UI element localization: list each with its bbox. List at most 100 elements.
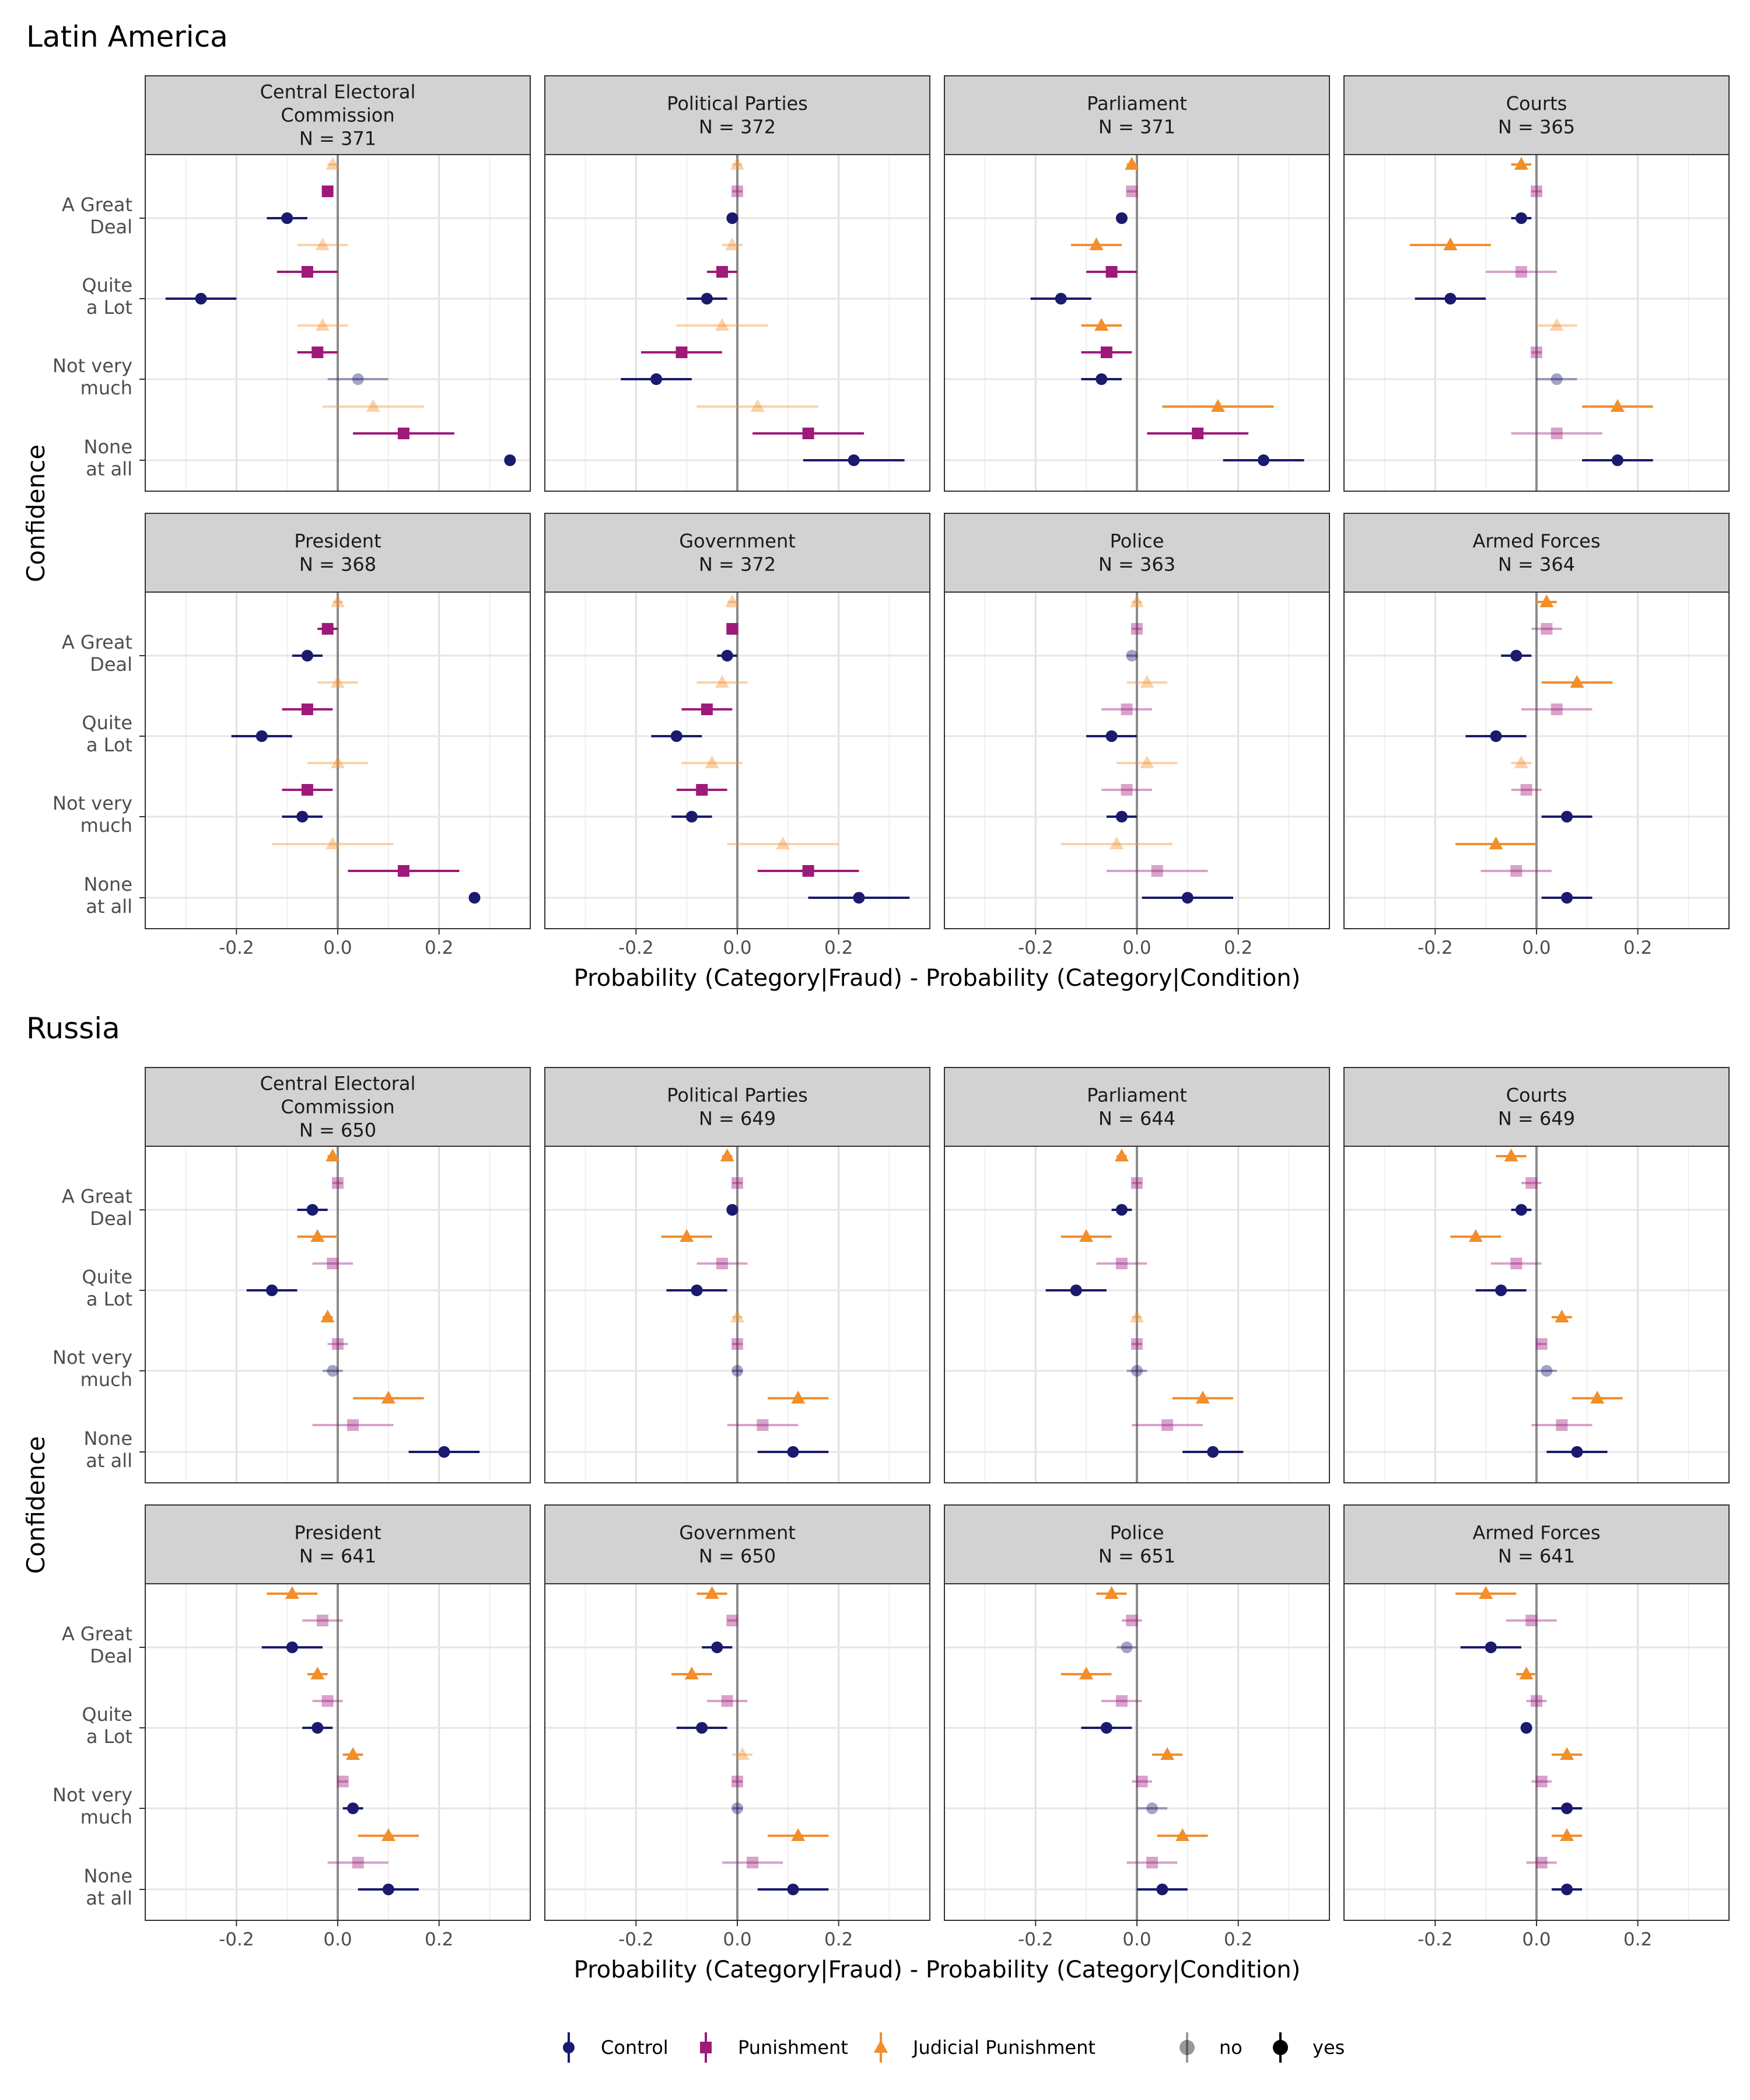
- data-point: [312, 346, 324, 358]
- data-point: [1125, 157, 1139, 170]
- panel-strip: [544, 513, 930, 593]
- data-point: [1485, 1642, 1497, 1653]
- x-tick-label: 0.0: [1122, 937, 1151, 958]
- data-point: [310, 1667, 325, 1679]
- data-point: [296, 811, 309, 822]
- x-tick-label: 0.2: [1623, 937, 1652, 958]
- data-point: [1156, 1884, 1168, 1895]
- panel-border: [145, 1146, 531, 1483]
- data-point: [802, 428, 814, 439]
- data-point: [1561, 1803, 1573, 1814]
- x-tick-label: 0.2: [1623, 1929, 1652, 1950]
- data-point: [1110, 836, 1124, 849]
- panel-title-line: Parliament: [1087, 93, 1187, 115]
- panel-title-line: Courts: [1506, 93, 1567, 115]
- data-point: [301, 266, 313, 278]
- x-tick-label: 0.0: [723, 937, 751, 958]
- y-tick-label: Quite: [82, 274, 132, 296]
- data-point: [732, 186, 743, 197]
- data-point: [721, 1695, 733, 1707]
- data-point: [256, 730, 268, 742]
- data-point: [650, 373, 663, 385]
- data-point: [1525, 1177, 1538, 1189]
- data-point: [1115, 1695, 1128, 1707]
- data-point: [1131, 1177, 1143, 1189]
- data-point: [281, 212, 293, 224]
- panel-title-line: N = 364: [1498, 554, 1575, 576]
- panel-title-line: Commission: [281, 1096, 394, 1118]
- data-point: [1161, 1419, 1174, 1431]
- y-tick-label: Not very: [52, 1784, 132, 1806]
- y-tick-label: Deal: [90, 216, 132, 238]
- data-point: [1146, 1803, 1158, 1814]
- x-tick-label: 0.2: [1224, 937, 1252, 958]
- y-tick-label: Deal: [90, 653, 132, 676]
- data-point: [266, 1284, 278, 1296]
- data-point: [1531, 1695, 1542, 1707]
- data-point: [310, 1229, 325, 1242]
- data-point: [1131, 1338, 1143, 1350]
- data-point: [382, 1884, 394, 1895]
- data-point: [312, 1722, 324, 1734]
- x-tick-label: -0.2: [219, 937, 254, 958]
- data-point: [1131, 1365, 1143, 1377]
- data-point: [696, 784, 708, 796]
- data-point: [1089, 237, 1104, 250]
- panel-title-line: N = 368: [299, 554, 376, 576]
- data-point: [1079, 1229, 1094, 1242]
- x-tick-label: -0.2: [1418, 937, 1453, 958]
- panel-strip: [145, 1504, 531, 1584]
- panel-strip: [944, 1067, 1330, 1147]
- panel-title-line: Government: [679, 530, 796, 552]
- panel-border: [1343, 154, 1730, 492]
- data-point: [1126, 186, 1138, 197]
- data-point: [326, 836, 340, 849]
- y-tick-label: Quite: [82, 712, 132, 734]
- panel-title-line: Parliament: [1087, 1084, 1187, 1107]
- y-tick-label: a Lot: [86, 296, 132, 318]
- data-point: [1514, 157, 1528, 170]
- x-tick-label: -0.2: [618, 937, 654, 958]
- data-point: [1115, 212, 1128, 224]
- x-tick-label: 0.2: [824, 1929, 853, 1950]
- y-tick-label: much: [80, 1368, 132, 1391]
- data-point: [195, 293, 207, 304]
- data-point: [1535, 1857, 1548, 1868]
- legend-label: Judicial Punishment: [912, 2036, 1096, 2059]
- data-point: [397, 865, 410, 877]
- data-point: [1541, 623, 1553, 635]
- data-point: [1504, 1149, 1518, 1161]
- y-tick-label: None: [84, 1427, 132, 1450]
- y-tick-label: A Great: [62, 1185, 132, 1208]
- data-point: [1510, 865, 1522, 877]
- y-tick-label: Quite: [82, 1703, 132, 1726]
- data-point: [1181, 892, 1194, 904]
- data-point: [1525, 1615, 1538, 1626]
- y-tick-label: Not very: [52, 792, 132, 814]
- data-point: [1121, 1642, 1133, 1653]
- chart-block-0: Latin America Central ElectoralCommission…: [22, 20, 1730, 992]
- data-point: [316, 1615, 328, 1626]
- data-point: [1210, 399, 1225, 412]
- data-point: [732, 1365, 743, 1377]
- panel-border: [544, 1146, 930, 1483]
- data-point: [347, 1803, 359, 1814]
- y-tick-label: a Lot: [86, 1288, 132, 1310]
- data-point: [381, 1828, 396, 1841]
- panel-title-line: N = 644: [1098, 1108, 1175, 1130]
- data-point: [1550, 373, 1563, 385]
- data-point: [680, 1229, 694, 1242]
- data-point: [1519, 1667, 1534, 1679]
- y-tick-label: Deal: [90, 1208, 132, 1230]
- panel-border: [944, 154, 1330, 492]
- data-point: [1100, 346, 1112, 358]
- y-tick-label: Deal: [90, 1645, 132, 1667]
- y-tick-label: much: [80, 814, 132, 836]
- data-point: [366, 399, 380, 412]
- data-point: [787, 1884, 799, 1895]
